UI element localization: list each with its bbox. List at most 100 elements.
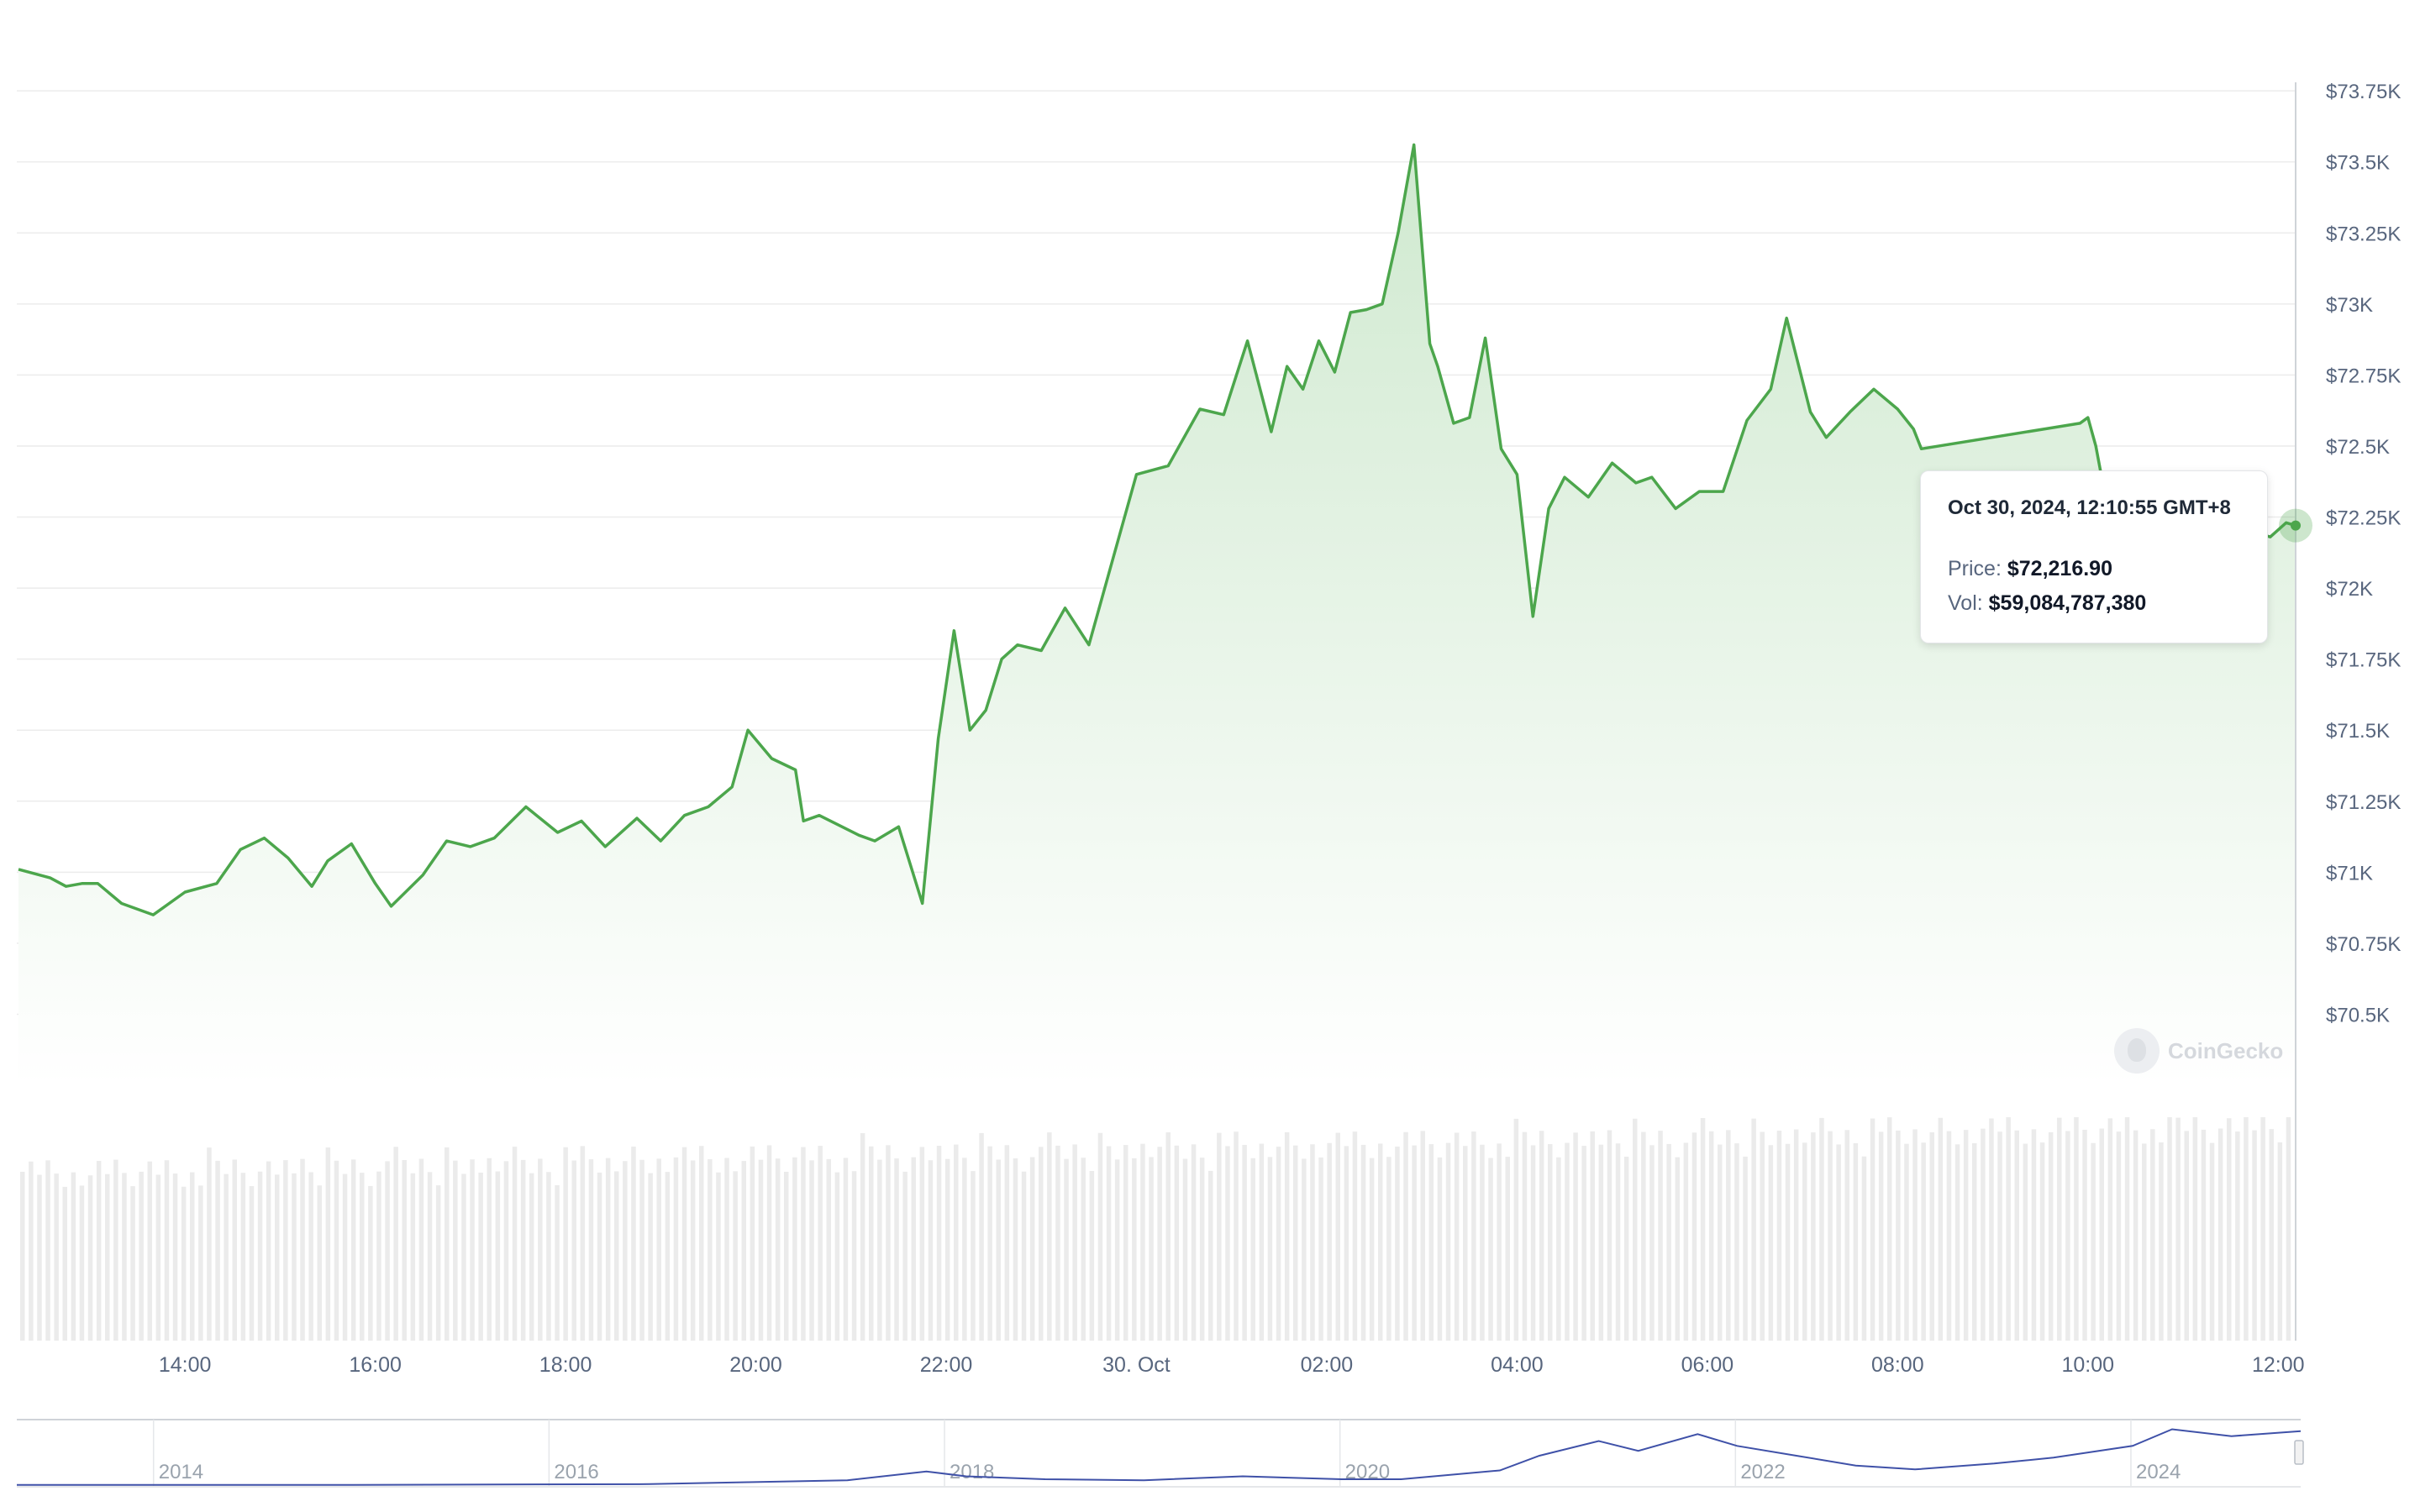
volume-bar (1488, 1158, 1493, 1341)
navigator-line (16, 1428, 2302, 1486)
volume-bar (1327, 1142, 1332, 1341)
volume-bar (1963, 1130, 1969, 1341)
volume-bar (546, 1172, 551, 1341)
volume-bar (1641, 1131, 1646, 1341)
volume-bar (190, 1172, 195, 1341)
volume-bar (1896, 1130, 1901, 1341)
volume-bar (71, 1172, 76, 1341)
y-tick-label: $71K (2326, 862, 2373, 885)
volume-bar (1182, 1158, 1188, 1341)
navigator[interactable]: 2014 2016 2018 2020 2022 2024 (16, 1419, 2304, 1488)
volume-bar (1445, 1142, 1451, 1341)
volume-bar (1658, 1131, 1663, 1341)
volume-bar (987, 1146, 992, 1341)
volume-bar (1217, 1132, 1222, 1341)
volume-bar (520, 1159, 526, 1341)
volume-bar (665, 1172, 671, 1341)
volume-bar (1691, 1132, 1697, 1341)
navigator-handle[interactable] (2294, 1440, 2304, 1465)
volume-bar (54, 1173, 59, 1341)
x-tick-label: 10:00 (2061, 1353, 2114, 1377)
volume-bar (2133, 1130, 2139, 1341)
volume-bar (1548, 1144, 1553, 1341)
volume-bar (1360, 1144, 1366, 1341)
volume-bar (376, 1171, 381, 1341)
volume-bar (334, 1160, 339, 1341)
volume-bar (1302, 1158, 1307, 1341)
y-tick-label: $70.75K (2326, 933, 2401, 956)
volume-bar (2201, 1129, 2207, 1341)
volume-bar (580, 1146, 586, 1341)
volume-bar (1666, 1143, 1671, 1341)
volume-bar (325, 1147, 331, 1341)
volume-bar (495, 1171, 501, 1341)
volume-bar (588, 1159, 594, 1341)
volume-bar (1208, 1170, 1213, 1341)
tooltip-price-label: Price: (1948, 557, 2002, 580)
volume-bar (87, 1175, 93, 1341)
volume-bar (1785, 1143, 1791, 1341)
x-tick-label: 14:00 (159, 1353, 212, 1377)
volume-bar (1021, 1171, 1027, 1341)
volume-bar (869, 1146, 874, 1341)
y-tick-label: $73.75K (2326, 81, 2401, 103)
volume-bar (224, 1173, 229, 1341)
volume-bar (96, 1161, 102, 1341)
volume-bar (1929, 1132, 1934, 1341)
volume-bar (673, 1157, 679, 1341)
x-tick-label: 12:00 (2252, 1353, 2305, 1377)
volume-bar (699, 1146, 704, 1341)
y-tick-label: $70.5K (2326, 1004, 2390, 1026)
volume-bar (2074, 1117, 2079, 1341)
volume-bar (2192, 1117, 2198, 1341)
volume-bar (1700, 1118, 1706, 1341)
volume-bar (1403, 1131, 1408, 1341)
volume-bar (1946, 1131, 1952, 1341)
volume-bar (1819, 1117, 1824, 1341)
volume-bar (809, 1160, 814, 1341)
volume-bar (1802, 1142, 1807, 1341)
volume-bar (623, 1161, 628, 1341)
volume-bar (2091, 1142, 2096, 1341)
volume-bar (2150, 1129, 2155, 1341)
volume-bar (2209, 1142, 2215, 1341)
price-line (18, 143, 2296, 916)
volume-bar (851, 1171, 857, 1341)
volume-bar (597, 1172, 602, 1341)
volume-bar (1590, 1131, 1595, 1341)
volume-bar (1157, 1147, 1162, 1341)
volume-bar (2031, 1129, 2037, 1341)
volume-bar (1972, 1142, 1977, 1341)
volume-bar (215, 1160, 220, 1341)
volume-bar (656, 1158, 661, 1341)
volume-bar (605, 1158, 611, 1341)
tooltip-vol-label: Vol: (1948, 591, 1983, 615)
volume-bar (317, 1185, 322, 1341)
volume-bar (971, 1171, 976, 1341)
volume-bar (996, 1159, 1001, 1341)
volume-bar (1454, 1132, 1460, 1341)
volume-bar (639, 1159, 644, 1341)
volume-bar (614, 1171, 619, 1341)
volume-bar (275, 1174, 280, 1341)
volume-bar (410, 1173, 416, 1341)
volume-bar (1140, 1143, 1145, 1341)
x-axis: 14:00 16:00 18:00 20:00 22:00 30. Oct 02:00 04:… (159, 1353, 2305, 1377)
volume-bar (1828, 1131, 1833, 1341)
volume-bar (1776, 1131, 1782, 1341)
volume-bar (1870, 1118, 1876, 1341)
volume-bar (1633, 1118, 1638, 1341)
volume-bar (1505, 1157, 1510, 1341)
volume-bar (300, 1158, 305, 1341)
volume-bar (962, 1158, 967, 1341)
volume-bar (393, 1147, 398, 1341)
volume-bar (979, 1132, 984, 1341)
volume-bar (792, 1157, 797, 1341)
volume-bar (1412, 1145, 1417, 1341)
volume-bar (834, 1172, 840, 1341)
volume-bar (766, 1145, 772, 1341)
volume-bar (936, 1146, 942, 1341)
volume-bar (571, 1160, 576, 1341)
